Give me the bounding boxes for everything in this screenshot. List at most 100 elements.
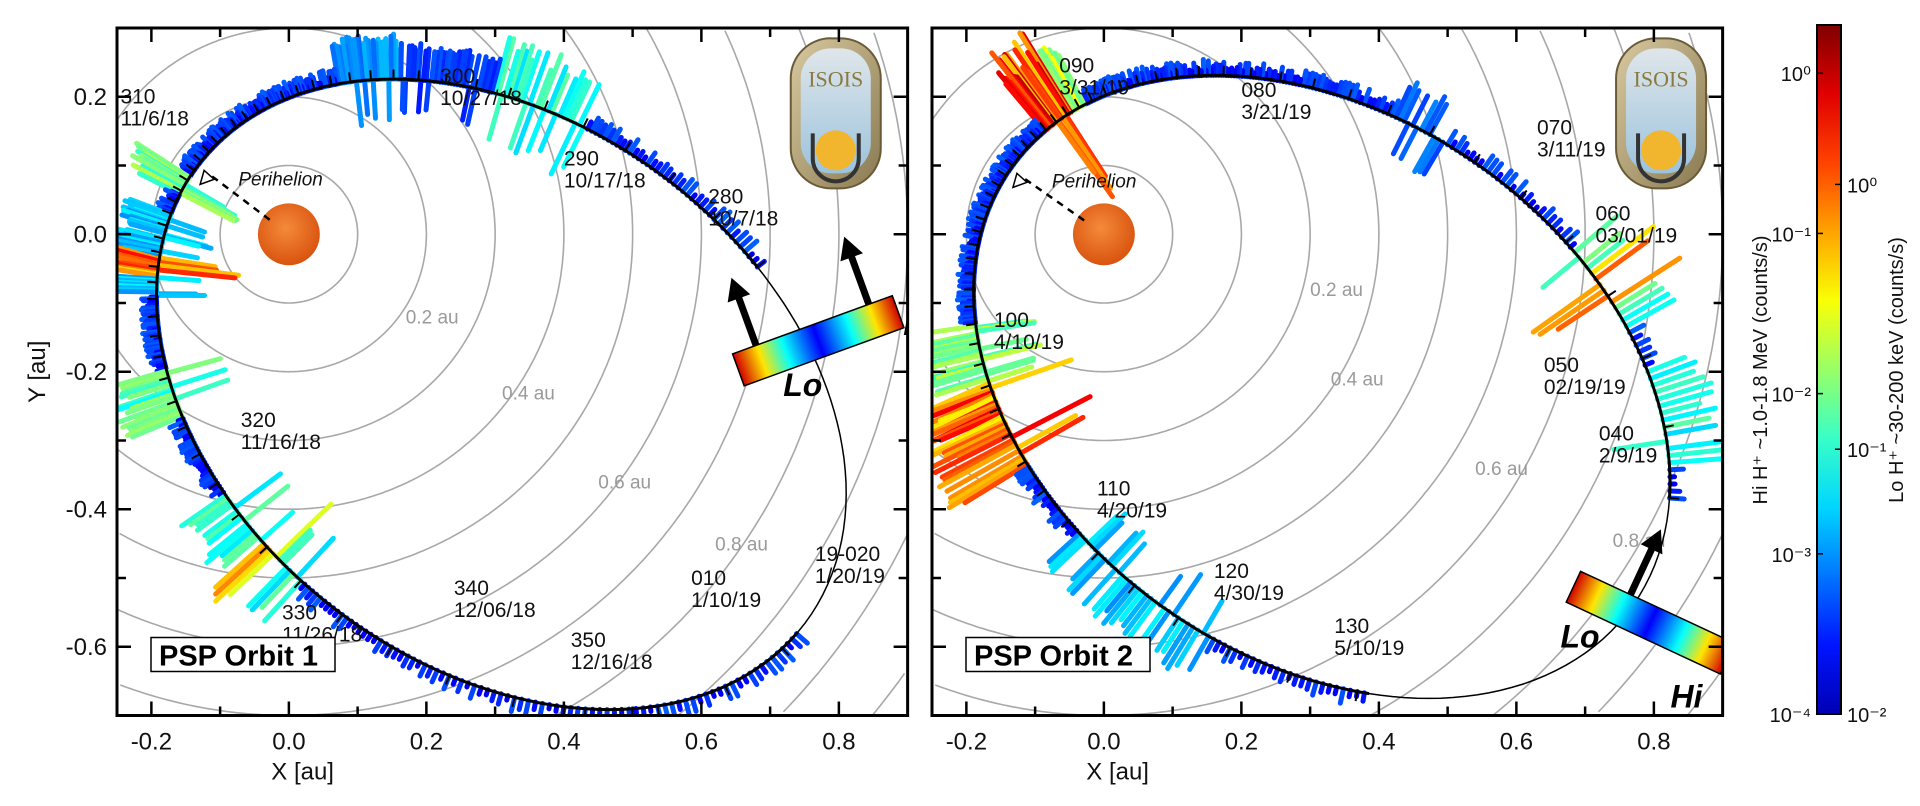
intensity-spike bbox=[589, 115, 601, 134]
day-of-year: 300 bbox=[440, 65, 475, 88]
orbit-path-data bbox=[972, 73, 1672, 696]
day-tick bbox=[386, 646, 393, 656]
intensity-spike bbox=[956, 429, 1012, 460]
day-tick bbox=[444, 675, 451, 685]
intensity-spike bbox=[1320, 76, 1329, 94]
intensity-spike bbox=[938, 411, 1004, 443]
intensity-spike bbox=[202, 477, 219, 490]
intensity-spike bbox=[1086, 513, 1120, 546]
day-tick bbox=[166, 400, 177, 406]
date-label: 110 4/20/19 bbox=[1097, 478, 1167, 523]
intensity-spike bbox=[406, 656, 417, 671]
intensity-spike bbox=[1165, 624, 1196, 672]
intensity-spike bbox=[537, 700, 546, 716]
intensity-spike bbox=[944, 447, 1022, 494]
intensity-spike bbox=[1283, 68, 1291, 85]
intensity-spike bbox=[177, 190, 236, 223]
intensity-spike bbox=[413, 48, 421, 83]
intensity-spike bbox=[294, 535, 336, 580]
day-tick bbox=[1060, 520, 1070, 529]
day-tick bbox=[1172, 617, 1180, 627]
date-label: 080 3/21/19 bbox=[1241, 79, 1311, 124]
intensity-spike bbox=[1017, 470, 1036, 484]
intensity-spike bbox=[932, 431, 1014, 476]
day-tick bbox=[1519, 189, 1528, 199]
intensity-spike bbox=[962, 461, 1030, 506]
x-axis-title: X [au] bbox=[271, 759, 334, 786]
intensity-spike bbox=[1228, 648, 1239, 664]
ring-label: 0.2 au bbox=[1310, 280, 1363, 301]
intensity-spike bbox=[1580, 230, 1623, 266]
day-tick bbox=[148, 264, 159, 268]
intensity-spike bbox=[1031, 490, 1050, 506]
intensity-spike bbox=[1300, 68, 1309, 89]
intensity-spike bbox=[192, 457, 206, 467]
intensity-spike bbox=[1105, 530, 1139, 566]
intensity-spike bbox=[1589, 224, 1656, 276]
calendar-date: 4/30/19 bbox=[1214, 582, 1284, 605]
intensity-spike bbox=[1265, 66, 1272, 82]
intensity-spike bbox=[1212, 639, 1222, 653]
day-tick bbox=[1016, 460, 1027, 468]
intensity-spike bbox=[1310, 679, 1319, 698]
intensity-spike bbox=[1623, 297, 1677, 329]
intensity-spike bbox=[644, 150, 658, 168]
day-tick bbox=[973, 362, 984, 367]
date-label: 010 1/10/19 bbox=[691, 567, 761, 612]
intensity-spike bbox=[937, 442, 1019, 490]
intensity-spike bbox=[946, 459, 1029, 511]
intensity-spike bbox=[372, 638, 384, 654]
day-tick bbox=[166, 196, 177, 203]
day-of-year: 080 bbox=[1241, 79, 1276, 102]
date-label: 100 4/10/19 bbox=[994, 309, 1064, 354]
intensity-spike bbox=[232, 471, 283, 511]
intensity-spike bbox=[1104, 579, 1134, 614]
intensity-spike bbox=[1049, 537, 1089, 574]
day-of-year: 060 bbox=[1595, 203, 1630, 226]
intensity-spike bbox=[142, 156, 189, 186]
hi-colorbar-tick-label: 10⁻² bbox=[1772, 385, 1812, 407]
intensity-spike bbox=[724, 219, 741, 236]
intensity-spike bbox=[120, 207, 170, 227]
intensity-spike bbox=[1540, 206, 1556, 222]
intensity-spike bbox=[1418, 99, 1439, 133]
intensity-spike bbox=[463, 53, 475, 89]
intensity-spike bbox=[720, 217, 734, 231]
intensity-spike bbox=[129, 391, 177, 411]
intensity-spike bbox=[155, 262, 242, 278]
intensity-spike bbox=[605, 127, 617, 143]
intensity-spike bbox=[1161, 621, 1191, 666]
day-tick bbox=[1311, 78, 1317, 89]
intensity-spike bbox=[1025, 479, 1042, 492]
intensity-spike bbox=[1122, 596, 1154, 636]
day-tick bbox=[149, 334, 160, 338]
day-tick bbox=[1249, 67, 1253, 78]
intensity-spike bbox=[1018, 414, 1086, 456]
day-tick bbox=[1279, 71, 1283, 82]
intensity-spike bbox=[1504, 171, 1519, 189]
intensity-spike bbox=[202, 508, 240, 538]
intensity-spike bbox=[179, 440, 197, 452]
date-label: 120 4/30/19 bbox=[1214, 560, 1284, 605]
intensity-spike bbox=[525, 107, 547, 154]
intensity-spike bbox=[128, 221, 168, 236]
intensity-spike bbox=[601, 122, 614, 141]
date-label: 350 12/16/18 bbox=[571, 629, 653, 674]
x-tick-label: -0.2 bbox=[946, 729, 987, 756]
day-of-year: 090 bbox=[1059, 55, 1094, 78]
intensity-spike bbox=[467, 682, 478, 701]
intensity-spike bbox=[1530, 282, 1603, 335]
day-tick bbox=[153, 354, 164, 359]
logo-sun bbox=[1641, 130, 1682, 171]
intensity-spike bbox=[482, 56, 496, 94]
intensity-spike bbox=[593, 118, 605, 136]
intensity-spike bbox=[1377, 95, 1388, 113]
y-tick-label: -0.4 bbox=[66, 496, 107, 523]
intensity-spike bbox=[204, 524, 253, 566]
intensity-spike bbox=[519, 49, 542, 105]
intensity-spike bbox=[538, 52, 564, 111]
intensity-spike bbox=[168, 367, 228, 390]
day-tick bbox=[1641, 353, 1652, 360]
intensity-spike bbox=[1139, 605, 1167, 643]
